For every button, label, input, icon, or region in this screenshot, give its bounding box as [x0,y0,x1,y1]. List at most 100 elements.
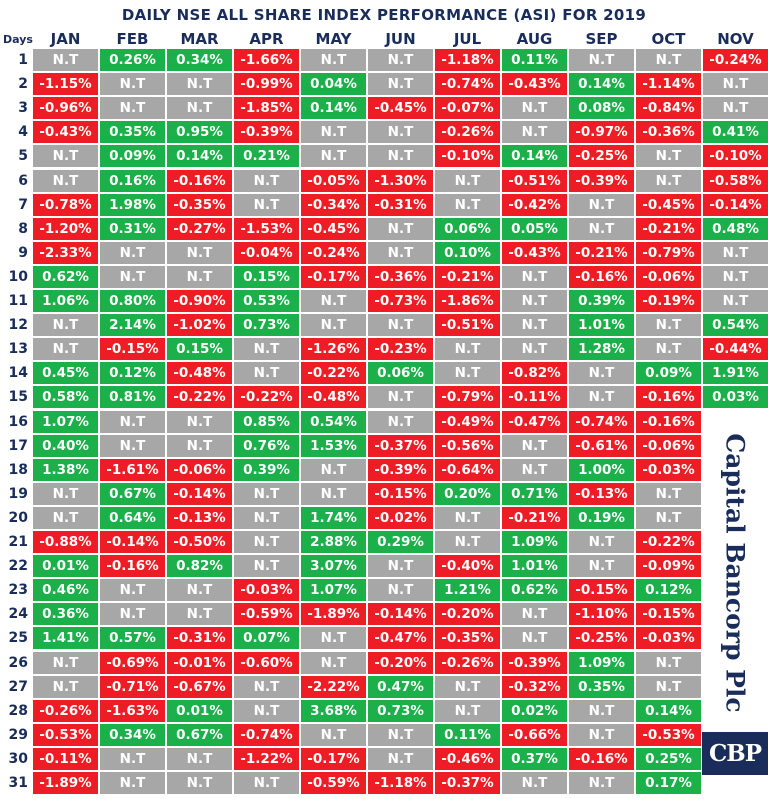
day-label: 18 [8,461,28,478]
table-cell: 3.07% [300,554,367,579]
table-cell: -0.74% [568,409,635,434]
table-cell: N.T [635,168,702,193]
table-cell: 0.11% [434,722,501,747]
table-cell: N.T [32,337,99,362]
table-cell: -0.96% [32,96,99,121]
table-cell: 0.20% [434,481,501,506]
table-cell: 1.09% [568,650,635,675]
table-cell: -0.59% [233,602,300,627]
table-cell: 0.15% [233,264,300,289]
table-cell: -0.61% [568,433,635,458]
table-cell: -0.47% [367,626,434,651]
table-cell: -0.73% [367,289,434,314]
table-cell: 0.16% [99,168,166,193]
table-cell: N.T [635,144,702,169]
table-cell: 0.62% [32,264,99,289]
table-cell: N.T [501,120,568,145]
table-cell: 2.88% [300,530,367,555]
table-cell: -0.60% [233,650,300,675]
table-cell: -0.06% [635,433,702,458]
table-cell: -0.39% [568,168,635,193]
column-header-oct: OCT [651,30,686,48]
table-cell: -0.69% [99,650,166,675]
table-cell: -0.39% [233,120,300,145]
table-cell: N.T [32,650,99,675]
day-label: 17 [8,437,28,454]
table-cell: 0.80% [99,289,166,314]
day-label: 10 [8,268,28,285]
column-header-nov: NOV [717,30,754,48]
table-cell: 0.25% [635,746,702,771]
table-cell: 0.26% [99,48,166,73]
day-label: 21 [8,534,28,551]
table-cell: 0.19% [568,505,635,530]
table-cell: 0.82% [166,554,233,579]
table-cell: N.T [702,240,768,265]
table-cell: N.T [367,48,434,73]
table-cell: -0.51% [434,313,501,338]
table-cell: -0.36% [635,120,702,145]
table-cell: 0.35% [99,120,166,145]
table-cell: N.T [166,72,233,97]
column-header-aug: AUG [516,30,553,48]
day-label: 22 [8,558,28,575]
table-cell: N.T [501,771,568,796]
table-cell: N.T [300,626,367,651]
table-cell: 0.37% [501,746,568,771]
table-cell: -0.71% [99,674,166,699]
column-header-mar: MAR [180,30,219,48]
table-cell: -0.24% [702,48,768,73]
table-cell: -1.89% [300,602,367,627]
table-cell: -0.45% [367,96,434,121]
table-cell: -0.39% [367,457,434,482]
brand-logo: CBP [702,732,768,775]
table-cell: N.T [99,578,166,603]
table-cell: -0.44% [702,337,768,362]
table-cell: 1.06% [32,289,99,314]
table-cell: 0.67% [166,722,233,747]
table-cell: -0.46% [434,746,501,771]
table-cell: N.T [99,240,166,265]
table-cell: 0.29% [367,530,434,555]
table-cell: -0.10% [702,144,768,169]
table-cell: -1.18% [367,771,434,796]
table-cell: 0.73% [233,313,300,338]
table-cell: -1.85% [233,96,300,121]
table-cell: -0.07% [434,96,501,121]
table-cell: 0.14% [568,72,635,97]
table-cell: -0.42% [501,192,568,217]
table-cell: 0.39% [568,289,635,314]
table-cell: N.T [501,433,568,458]
table-cell: N.T [568,722,635,747]
table-cell: -0.45% [300,216,367,241]
table-cell: -0.26% [434,120,501,145]
table-cell: N.T [568,192,635,217]
table-cell: N.T [501,626,568,651]
table-cell: N.T [300,120,367,145]
table-cell: N.T [568,771,635,796]
table-cell: N.T [233,361,300,386]
column-header-feb: FEB [116,30,149,48]
table-cell: 0.62% [501,578,568,603]
table-cell: -0.48% [166,361,233,386]
table-cell: -0.16% [99,554,166,579]
table-cell: -1.22% [233,746,300,771]
table-cell: 0.08% [568,96,635,121]
table-cell: -0.26% [32,698,99,723]
table-cell: -0.25% [568,626,635,651]
table-cell: N.T [300,289,367,314]
table-cell: -0.47% [501,409,568,434]
table-cell: N.T [635,674,702,699]
table-cell: -0.56% [434,433,501,458]
table-cell: N.T [300,722,367,747]
day-label: 30 [8,750,28,767]
table-cell: -0.03% [233,578,300,603]
table-cell: N.T [233,505,300,530]
table-cell: N.T [367,120,434,145]
table-cell: N.T [635,481,702,506]
table-cell: 0.95% [166,120,233,145]
table-cell: N.T [233,674,300,699]
table-cell: N.T [434,674,501,699]
day-label: 16 [8,413,28,430]
table-cell: 0.06% [434,216,501,241]
